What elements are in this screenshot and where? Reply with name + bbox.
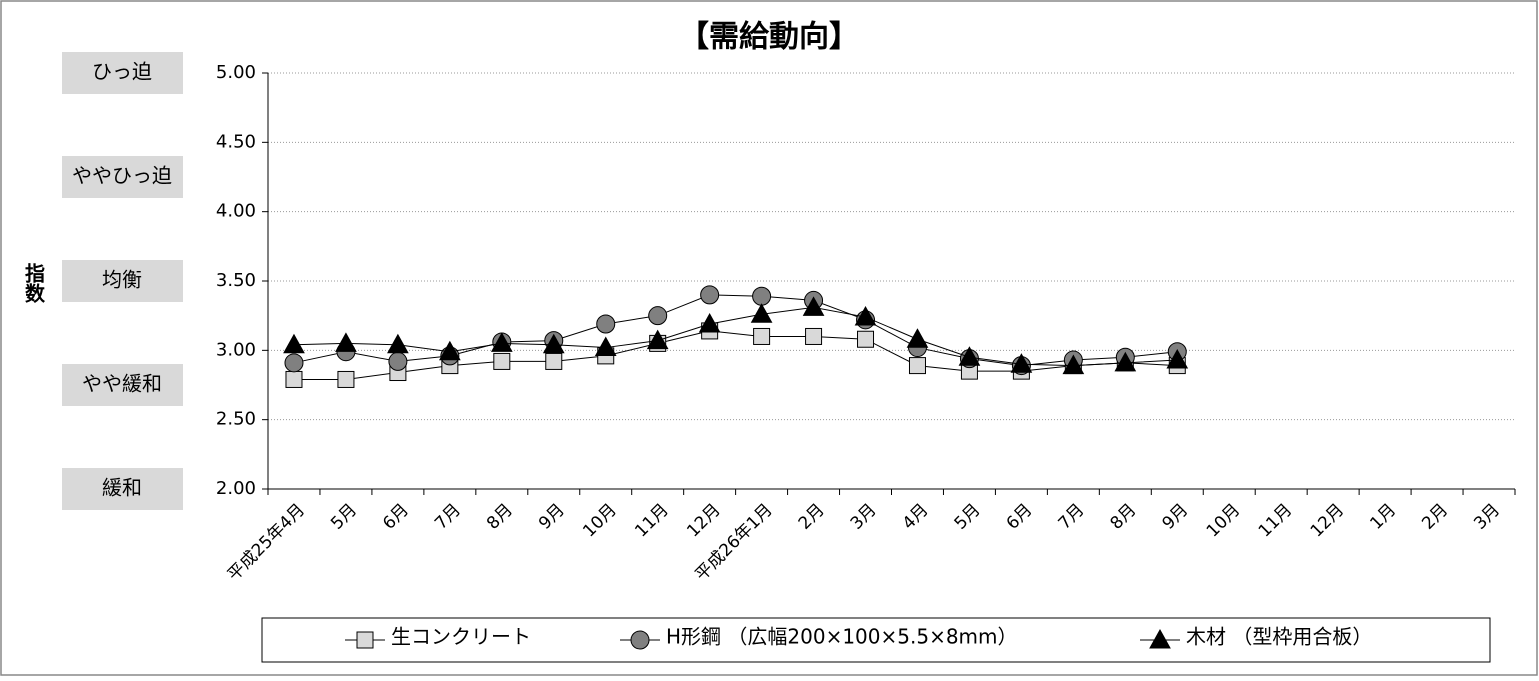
y-tick-label: 2.50 [216, 409, 256, 430]
marker [906, 328, 929, 348]
marker [698, 312, 721, 333]
marker [493, 352, 511, 370]
marker [958, 346, 981, 366]
marker [648, 306, 668, 326]
marker [1114, 351, 1137, 372]
level-label: 均衡 [102, 268, 142, 292]
legend-marker [356, 631, 374, 649]
marker [594, 336, 617, 357]
marker [1166, 349, 1189, 369]
marker [908, 357, 926, 375]
marker [439, 340, 461, 361]
legend-marker [630, 630, 650, 650]
y-tick-label: 3.00 [216, 339, 256, 360]
legend-label: 木材 （型枠用合板） [1186, 625, 1372, 649]
marker [646, 329, 669, 350]
level-label: ひっ迫 [92, 60, 152, 84]
marker [802, 296, 825, 316]
level-box [62, 156, 183, 198]
marker [545, 352, 563, 370]
chart-title: 【需給動向】 [679, 20, 859, 55]
y-tick-label: 4.50 [216, 131, 256, 152]
marker [1010, 353, 1033, 373]
marker [388, 351, 408, 371]
level-label: やや緩和 [82, 372, 162, 396]
marker [283, 333, 305, 354]
marker [284, 353, 304, 373]
level-box [62, 52, 183, 94]
marker [285, 370, 303, 388]
y-axis-label: 指数 [22, 262, 46, 304]
marker [542, 333, 565, 354]
marker [700, 285, 720, 305]
level-label: 緩和 [102, 476, 142, 500]
legend [261, 617, 1491, 663]
marker [1062, 354, 1085, 375]
series-line [293, 306, 1178, 367]
y-tick-label: 2.00 [216, 478, 256, 499]
marker [752, 286, 772, 306]
marker [753, 327, 771, 345]
y-tick-label: 3.50 [216, 270, 256, 291]
marker [596, 314, 616, 334]
marker [854, 306, 877, 326]
marker [387, 333, 409, 354]
marker [750, 303, 773, 323]
marker [857, 330, 875, 348]
marker [805, 327, 823, 345]
legend-label: H形鋼 （広幅200×100×5.5×8mm） [666, 625, 1018, 649]
marker [335, 332, 357, 352]
y-tick-label: 5.00 [216, 62, 256, 83]
legend-label: 生コンクリート [391, 625, 531, 649]
y-tick-label: 4.00 [216, 201, 256, 222]
level-box [62, 364, 183, 406]
legend-marker [1149, 628, 1171, 649]
level-box [62, 260, 183, 302]
marker [490, 332, 513, 352]
level-label: ややひっ迫 [72, 164, 172, 188]
level-box [62, 468, 183, 510]
marker [337, 370, 355, 388]
